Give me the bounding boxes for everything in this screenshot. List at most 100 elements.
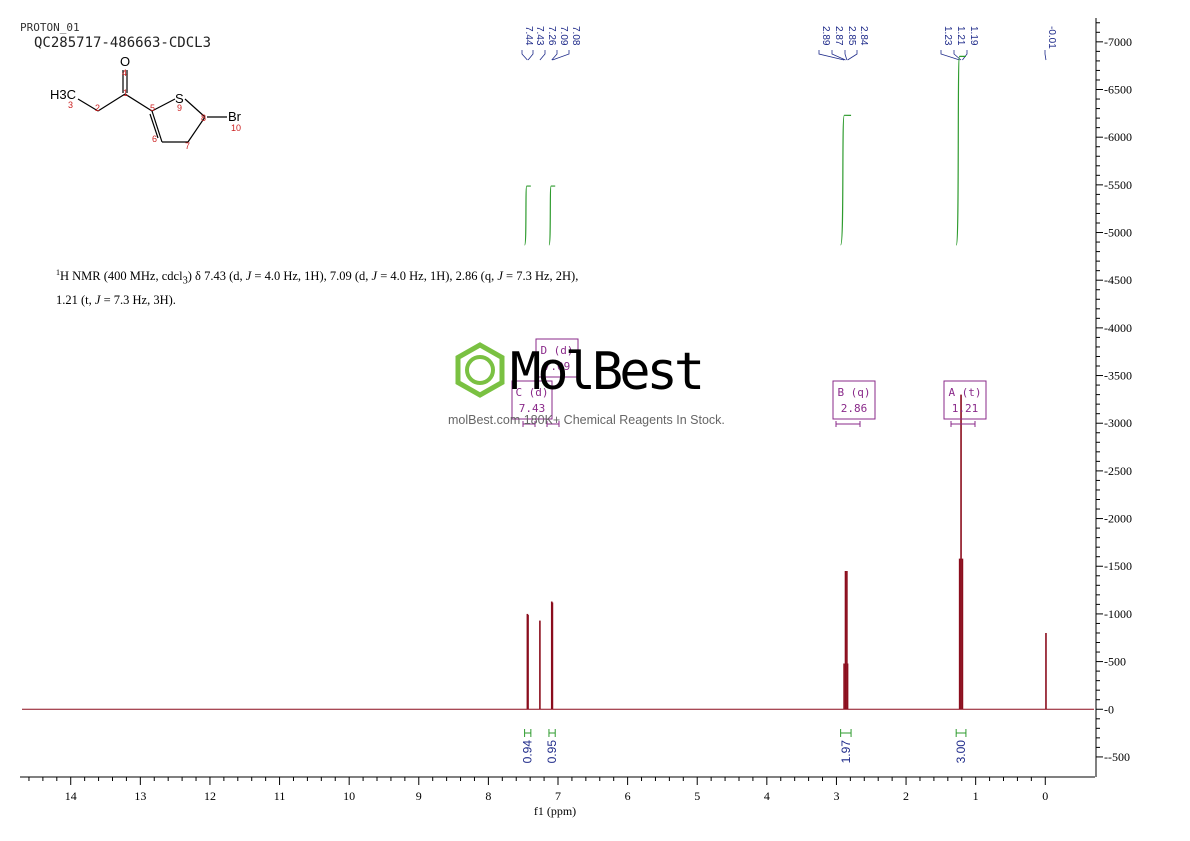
- multiplet-label: B (q): [837, 386, 870, 399]
- multiplet-shift: 7.09: [544, 360, 571, 373]
- x-axis-label: f1 (ppm): [534, 804, 576, 818]
- peak-label: 1.21: [955, 26, 966, 46]
- x-tick-label: 3: [833, 789, 839, 803]
- peak-label-connector: [940, 50, 960, 61]
- peak-label-connector: [962, 50, 968, 61]
- spectrum-peaks: [526, 394, 1047, 710]
- integral-value: 0.95: [545, 740, 559, 764]
- x-ticks: 14 13 12 11 10 9 8 7 6 5 4 3 2 1 0: [28, 777, 1048, 803]
- brand-text: MolBest: [510, 342, 705, 402]
- molbest-watermark: MolBest molBest.com 180K+ Chemical Reage…: [448, 340, 752, 435]
- integral-curve: [955, 55, 966, 246]
- y-tick-label: -4000: [1104, 321, 1132, 335]
- integral-curve: [523, 185, 531, 246]
- molecule-structure: [77, 70, 227, 143]
- integral-curve: [840, 114, 852, 246]
- multiplet-label: A (t): [948, 386, 981, 399]
- peak-label: -0.01: [1046, 26, 1057, 49]
- atom-number: 7: [185, 141, 190, 151]
- x-tick-label: 2: [903, 789, 909, 803]
- peak-label-connector: [953, 50, 962, 61]
- x-tick-label: 9: [416, 789, 422, 803]
- integrals: 0.94 0.95 1.97 3.00: [521, 55, 968, 764]
- y-tick-label: -1000: [1104, 607, 1132, 621]
- atom-numbers: 1 2 3 4 5 6 7 8 9 10: [68, 68, 241, 151]
- peak-label: 1.19: [968, 26, 979, 46]
- x-tick-label: 10: [343, 789, 355, 803]
- peak-label: 2.85: [846, 26, 857, 46]
- x-tick-label: 7: [555, 789, 561, 803]
- peak-label-connector: [818, 50, 845, 61]
- brand-tagline: molBest.com 180K+ Chemical Reagents In S…: [448, 413, 725, 427]
- peak-label-connector: [831, 50, 846, 61]
- peak-label: 7.43: [534, 26, 545, 46]
- experiment-name: PROTON_01: [20, 21, 80, 34]
- y-ticks: -7000 -6500 -6000 -5500 -5000 -4500 -4000 -3500…: [1096, 22, 1132, 764]
- integral-value: 3.00: [954, 740, 968, 764]
- x-tick-label: 8: [485, 789, 491, 803]
- atom-number: 10: [231, 123, 241, 133]
- peak-label: 7.26: [546, 26, 557, 46]
- x-tick-label: 13: [134, 789, 146, 803]
- multiplet-box: [832, 380, 876, 420]
- peak-label: 2.89: [820, 26, 831, 46]
- peak-label: 7.09: [558, 26, 569, 46]
- y-tick-label: -1500: [1104, 559, 1132, 573]
- multiplet-shift: 1.21: [952, 402, 979, 415]
- y-tick-label: -3000: [1104, 416, 1132, 430]
- x-tick-label: 1: [973, 789, 979, 803]
- benzene-logo-icon: [455, 342, 505, 398]
- y-tick-label: --500: [1104, 750, 1130, 764]
- peak-label-connector: [527, 50, 534, 61]
- y-tick-label: -7000: [1104, 35, 1132, 49]
- peak-label-connector: [552, 50, 570, 61]
- y-tick-label: -500: [1104, 655, 1126, 669]
- atom-number: 5: [150, 103, 155, 113]
- y-tick-label: -6000: [1104, 130, 1132, 144]
- y-tick-label: -4500: [1104, 273, 1132, 287]
- x-tick-label: 0: [1042, 789, 1048, 803]
- atom-number: 2: [95, 103, 100, 113]
- multiplet-boxes: D (d) 7.09 C (d) 7.43 B (q) 2.86 A (t) 1.21: [511, 338, 987, 427]
- peak-label-connector: [521, 50, 528, 61]
- y-tick-label: -2500: [1104, 464, 1132, 478]
- y-tick-label: -2000: [1104, 512, 1132, 526]
- atom-number: 4: [122, 68, 127, 78]
- peak-label-connector: [844, 50, 848, 61]
- multiplet-shift: 2.86: [841, 402, 868, 415]
- x-tick-label: 4: [764, 789, 770, 803]
- atom-number: 9: [177, 103, 182, 113]
- atom-number: 6: [152, 134, 157, 144]
- atom-h3c: H3C: [50, 87, 76, 102]
- atom-oxygen: O: [120, 54, 130, 69]
- y-tick-label: -5500: [1104, 178, 1132, 192]
- y-tick-label: -3500: [1104, 369, 1132, 383]
- atom-number: 1: [123, 88, 128, 98]
- integral-value: 1.97: [839, 740, 853, 764]
- nmr-summary: 1H NMR (400 MHz, cdcl3) δ 7.43 (d, J = 4…: [56, 268, 579, 307]
- integral-value: 0.94: [521, 740, 535, 764]
- peak-label: 1.23: [942, 26, 953, 46]
- peak-label-connector: [847, 50, 858, 61]
- multiplet-box: [535, 338, 579, 378]
- x-tick-label: 11: [274, 789, 286, 803]
- atom-sulfur: S: [175, 91, 184, 106]
- y-tick-label: -5000: [1104, 226, 1132, 240]
- atom-number: 8: [201, 113, 206, 123]
- peak-label-connector: [551, 50, 558, 61]
- x-tick-label: 5: [694, 789, 700, 803]
- atom-number: 3: [68, 100, 73, 110]
- multiplet-box: [511, 380, 553, 420]
- peak-label: 2.87: [833, 26, 844, 46]
- integral-curve: [548, 185, 556, 246]
- x-tick-label: 6: [625, 789, 631, 803]
- peak-label-connector: [1044, 50, 1047, 61]
- sample-name: QC285717-486663-CDCL3: [34, 35, 211, 51]
- peak-label-connector: [539, 50, 546, 61]
- atom-bromine: Br: [228, 109, 242, 124]
- y-tick-label: -6500: [1104, 83, 1132, 97]
- multiplet-box: [943, 380, 987, 420]
- peak-labels: 7.44 7.43 7.26 7.09 7.08 2.89 2.87 2.85 2.84 1.23…: [521, 26, 1057, 61]
- multiplet-shift: 7.43: [519, 402, 546, 415]
